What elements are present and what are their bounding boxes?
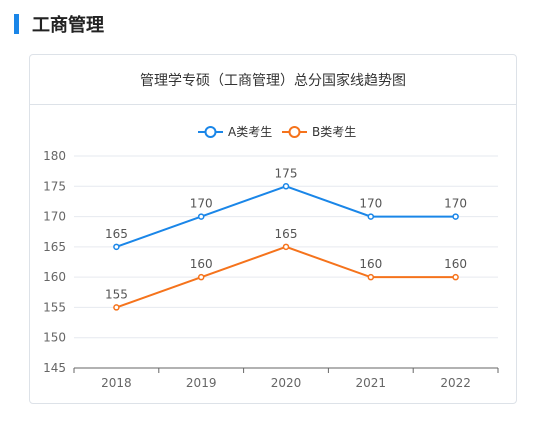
data-point (113, 243, 120, 251)
section-title: 工商管理 (32, 15, 104, 36)
x-tick-label: 2022 (440, 376, 471, 390)
line-chart: 145 150 155 160 165 170 175 180 2018 2019 2020 2021… (43, 125, 499, 390)
section-accent-bar (14, 14, 19, 34)
data-label: 165 (275, 227, 298, 241)
x-tick-label: 2019 (186, 376, 217, 390)
data-label: 160 (190, 257, 213, 271)
data-label: 170 (359, 197, 382, 211)
data-label: 160 (444, 257, 467, 271)
section-header: 工商管理 (14, 12, 104, 36)
y-tick-label: 145 (43, 361, 66, 375)
data-point (452, 273, 459, 281)
data-point (367, 213, 375, 220)
data-point (367, 273, 375, 281)
data-point (113, 304, 120, 311)
data-point (452, 213, 459, 220)
data-label: 175 (275, 166, 298, 180)
data-point (282, 183, 290, 190)
y-tick-label: 175 (43, 179, 66, 193)
x-tick-label: 2020 (271, 376, 302, 390)
x-tick-label: 2021 (356, 376, 387, 390)
chart-card: 管理学专硕（工商管理）总分国家线趋势图 145 150 155 160 165 170 17… (29, 54, 517, 404)
legend-marker (288, 126, 301, 138)
y-tick-label: 165 (43, 240, 66, 254)
x-tick-label: 2018 (101, 376, 132, 390)
legend-label: A类考生 (228, 125, 272, 139)
legend-marker (204, 126, 217, 138)
data-label: 170 (444, 197, 467, 211)
data-label: 155 (105, 287, 128, 301)
legend-label: B类考生 (312, 125, 356, 139)
y-tick-label: 150 (43, 331, 66, 345)
data-label: 165 (105, 227, 128, 241)
data-label: 160 (359, 257, 382, 271)
data-point (197, 213, 205, 220)
y-tick-label: 170 (43, 210, 66, 224)
y-tick-label: 180 (43, 149, 66, 163)
data-label: 170 (190, 197, 213, 211)
chart-title: 管理学专硕（工商管理）总分国家线趋势图 (30, 55, 516, 105)
y-tick-label: 155 (43, 300, 66, 314)
data-point (282, 243, 290, 251)
y-tick-label: 160 (43, 270, 66, 284)
data-point (197, 273, 205, 281)
